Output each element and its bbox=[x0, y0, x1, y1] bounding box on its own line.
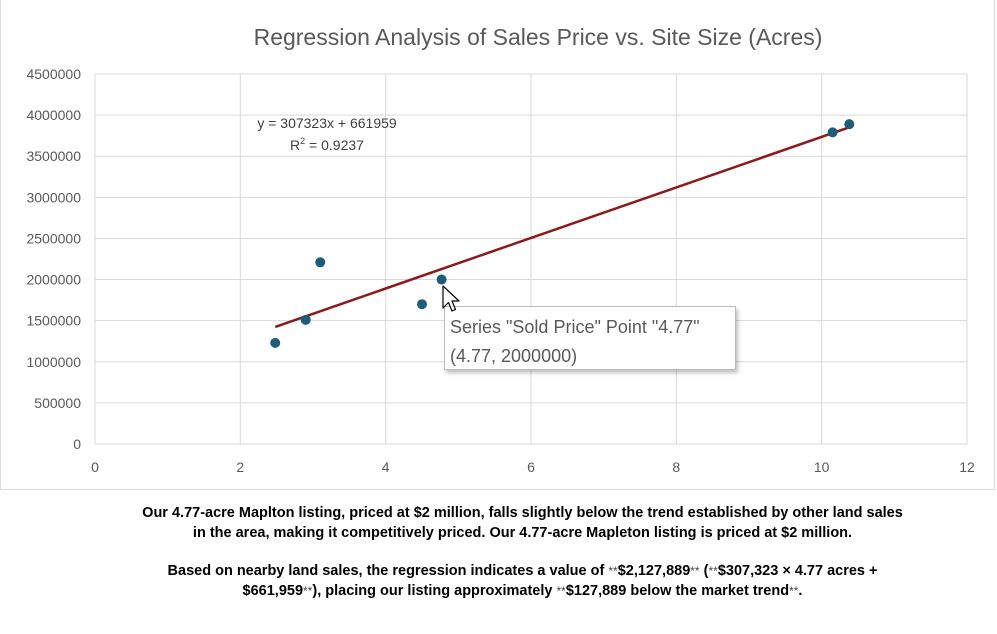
x-tick-label: 10 bbox=[814, 459, 830, 475]
x-tick-label: 0 bbox=[91, 459, 99, 475]
caption-line: Based on nearby land sales, the regressi… bbox=[100, 561, 945, 581]
markdown-stars: ** bbox=[690, 564, 700, 578]
data-point bbox=[270, 337, 281, 348]
chart-title: Regression Analysis of Sales Price vs. S… bbox=[254, 24, 823, 50]
scatter-chart[interactable]: Regression Analysis of Sales Price vs. S… bbox=[1, 0, 996, 490]
data-point-tooltip: Series "Sold Price" Point "4.77" (4.77, … bbox=[444, 306, 736, 370]
tooltip-value-line: (4.77, 2000000) bbox=[450, 346, 578, 366]
x-tick-label: 6 bbox=[527, 459, 535, 475]
caption-text: Based on nearby land sales, the regressi… bbox=[167, 563, 609, 579]
caption-text: ), placing our listing approximately bbox=[312, 583, 557, 599]
tooltip-series-line: Series "Sold Price" Point "4.77" bbox=[450, 317, 700, 337]
x-tick-label: 12 bbox=[959, 459, 975, 475]
analysis-caption-paragraph-1: Our 4.77-acre Maplton listing, priced at… bbox=[100, 503, 945, 543]
r-squared-symbol: R bbox=[290, 137, 300, 153]
regression-value: $2,127,889 bbox=[617, 563, 691, 579]
markdown-stars: ** bbox=[789, 584, 799, 598]
data-point bbox=[844, 119, 855, 130]
y-tick-label: 3000000 bbox=[26, 189, 81, 205]
data-points bbox=[270, 119, 855, 348]
y-tick-label: 1000000 bbox=[26, 354, 81, 370]
markdown-stars: ** bbox=[556, 584, 566, 598]
mouse-pointer-icon bbox=[442, 285, 460, 312]
y-tick-label: 4500000 bbox=[26, 66, 81, 82]
y-tick-label: 2500000 bbox=[26, 230, 81, 246]
markdown-stars: ** bbox=[608, 564, 618, 578]
y-tick-label: 4000000 bbox=[26, 107, 81, 123]
y-tick-label: 1500000 bbox=[26, 313, 81, 329]
y-tick-label: 2000000 bbox=[26, 272, 81, 288]
linear-trendline bbox=[274, 126, 850, 329]
r-squared-value: = 0.9237 bbox=[305, 137, 364, 153]
trendline-layer bbox=[274, 126, 850, 329]
y-tick-label: 500000 bbox=[34, 395, 81, 411]
data-point bbox=[827, 127, 838, 138]
axis-tick-labels: 0 500000 1000000 1500000 2000000 2500000 30000… bbox=[26, 66, 975, 475]
caption-text: ( bbox=[699, 563, 709, 579]
x-tick-label: 8 bbox=[672, 459, 680, 475]
y-tick-label: 0 bbox=[73, 436, 81, 452]
analysis-caption-paragraph-2: Based on nearby land sales, the regressi… bbox=[100, 561, 945, 601]
markdown-stars: ** bbox=[303, 584, 313, 598]
r-squared-superscript: 2 bbox=[300, 136, 305, 146]
caption-line: Our 4.77-acre Maplton listing, priced at… bbox=[142, 505, 903, 521]
y-tick-label: 3500000 bbox=[26, 148, 81, 164]
caption-text: $127,889 below the market trend bbox=[565, 583, 790, 599]
r-squared-label[interactable]: R2 = 0.9237 bbox=[290, 136, 364, 153]
caption-text: . bbox=[798, 583, 803, 599]
data-point bbox=[300, 314, 311, 325]
caption-text: $307,323 × 4.77 acres + bbox=[717, 563, 878, 579]
caption-line: in the area, making it competitively pri… bbox=[192, 525, 853, 541]
x-tick-label: 2 bbox=[236, 459, 244, 475]
data-point bbox=[417, 299, 427, 310]
x-tick-label: 4 bbox=[382, 459, 390, 475]
chart-area[interactable]: Regression Analysis of Sales Price vs. S… bbox=[0, 0, 995, 490]
data-point bbox=[315, 257, 326, 268]
caption-text: $661,959 bbox=[242, 583, 304, 599]
markdown-stars: ** bbox=[708, 564, 718, 578]
caption-line: $661,959**), placing our listing approxi… bbox=[100, 581, 945, 601]
data-point bbox=[436, 274, 447, 285]
trendline-equation[interactable]: y = 307323x + 661959 bbox=[257, 115, 397, 131]
